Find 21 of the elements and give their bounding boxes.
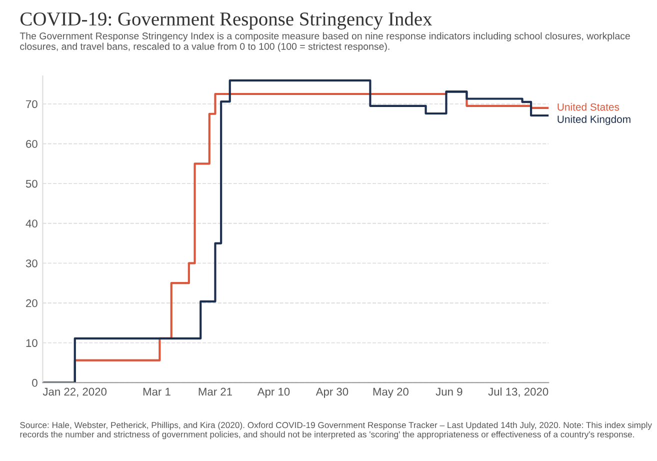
x-tick-label: Mar 21 bbox=[198, 388, 232, 396]
x-tick-label: Jan 22, 2020 bbox=[42, 388, 107, 397]
x-tick-label: Apr 10 bbox=[257, 388, 290, 398]
chart-subtitle: The Government Response Stringency Index is a composite measure based on nine response indicators including school closures, workplace closures, and travel bans, rescaled to a value from 0 to 100 (100 = strictest response). bbox=[20, 32, 630, 52]
y-tick-label: 70 bbox=[26, 100, 38, 108]
x-tick-label: Jul 13, 2020 bbox=[488, 387, 548, 397]
series-label: United Kingdom bbox=[558, 115, 630, 126]
x-tick-label: Mar 1 bbox=[143, 388, 170, 396]
y-tick-label: 50 bbox=[26, 180, 38, 188]
source-note: Source: Hale, Webster, Petherick, Phillips, and Kira (2020). Oxford COVID-19 Government Response Tracker – Last Updated 14th July, 2020. Note: This index simply records the number and strictness of government policies, and should not be interpreted as 'scoring' the appropriateness or effectiveness of a country's response. bbox=[20, 422, 652, 440]
x-tick-label: May 20 bbox=[373, 388, 408, 398]
x-tick-label: Jun 9 bbox=[436, 388, 462, 396]
y-tick-label: 40 bbox=[26, 220, 38, 228]
y-tick-label: 20 bbox=[26, 299, 38, 308]
y-tick-label: 0 bbox=[32, 378, 38, 387]
series-label: United States bbox=[558, 103, 620, 111]
y-tick-label: 10 bbox=[26, 339, 38, 347]
chart-title: COVID-19: Government Response Stringency Index bbox=[20, 12, 432, 30]
x-tick-label: Apr 30 bbox=[316, 388, 348, 398]
y-tick-label: 30 bbox=[26, 259, 38, 268]
y-tick-label: 60 bbox=[26, 140, 38, 148]
